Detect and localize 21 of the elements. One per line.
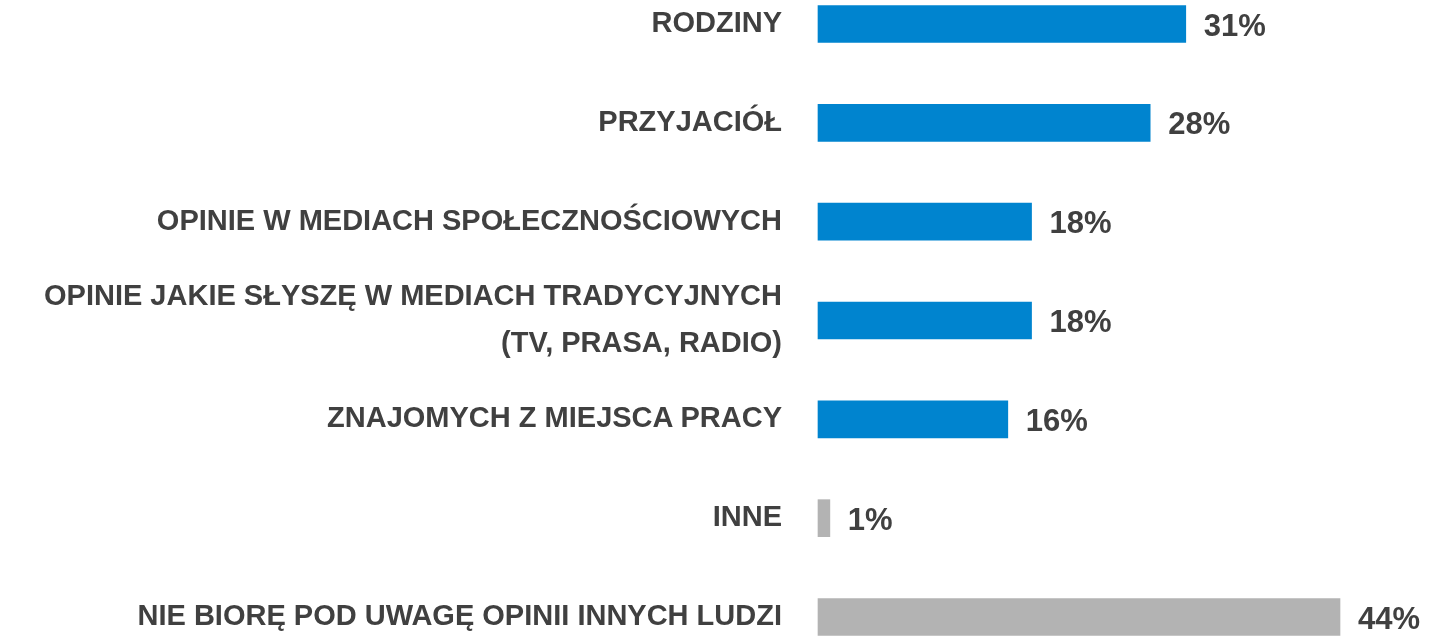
data-label: 18% xyxy=(1049,205,1112,241)
y-tick-label: OPINIE W MEDIACH SPOŁECZNOŚCIOWYCH xyxy=(156,202,782,236)
bar xyxy=(817,202,1032,241)
y-tick-label: RODZINY xyxy=(651,6,782,38)
y-tick-label: ZNAJOMYCH Z MIEJSCA PRACY xyxy=(327,401,782,434)
bar xyxy=(817,400,1009,439)
bar xyxy=(817,104,1151,142)
bar xyxy=(817,301,1032,340)
y-tick-label: INNE xyxy=(712,500,782,533)
bar xyxy=(817,598,1341,636)
data-label: 44% xyxy=(1358,600,1421,636)
bar xyxy=(817,499,831,537)
y-tick-label: OPINIE JAKIE SŁYSZĘ W MEDIACH TRADYCYJNYCH (TV, PRASA, RADIO) xyxy=(44,278,782,359)
y-tick-label: PRZYJACIÓŁ xyxy=(598,103,782,137)
data-label: 31% xyxy=(1203,7,1266,43)
bar xyxy=(817,5,1187,43)
data-label: 18% xyxy=(1049,304,1112,340)
data-label: 1% xyxy=(847,501,893,537)
data-label: 28% xyxy=(1168,106,1231,142)
data-label: 16% xyxy=(1025,402,1088,438)
y-tick-label: NIE BIORĘ POD UWAGĘ OPINII INNYCH LUDZI xyxy=(137,599,782,631)
